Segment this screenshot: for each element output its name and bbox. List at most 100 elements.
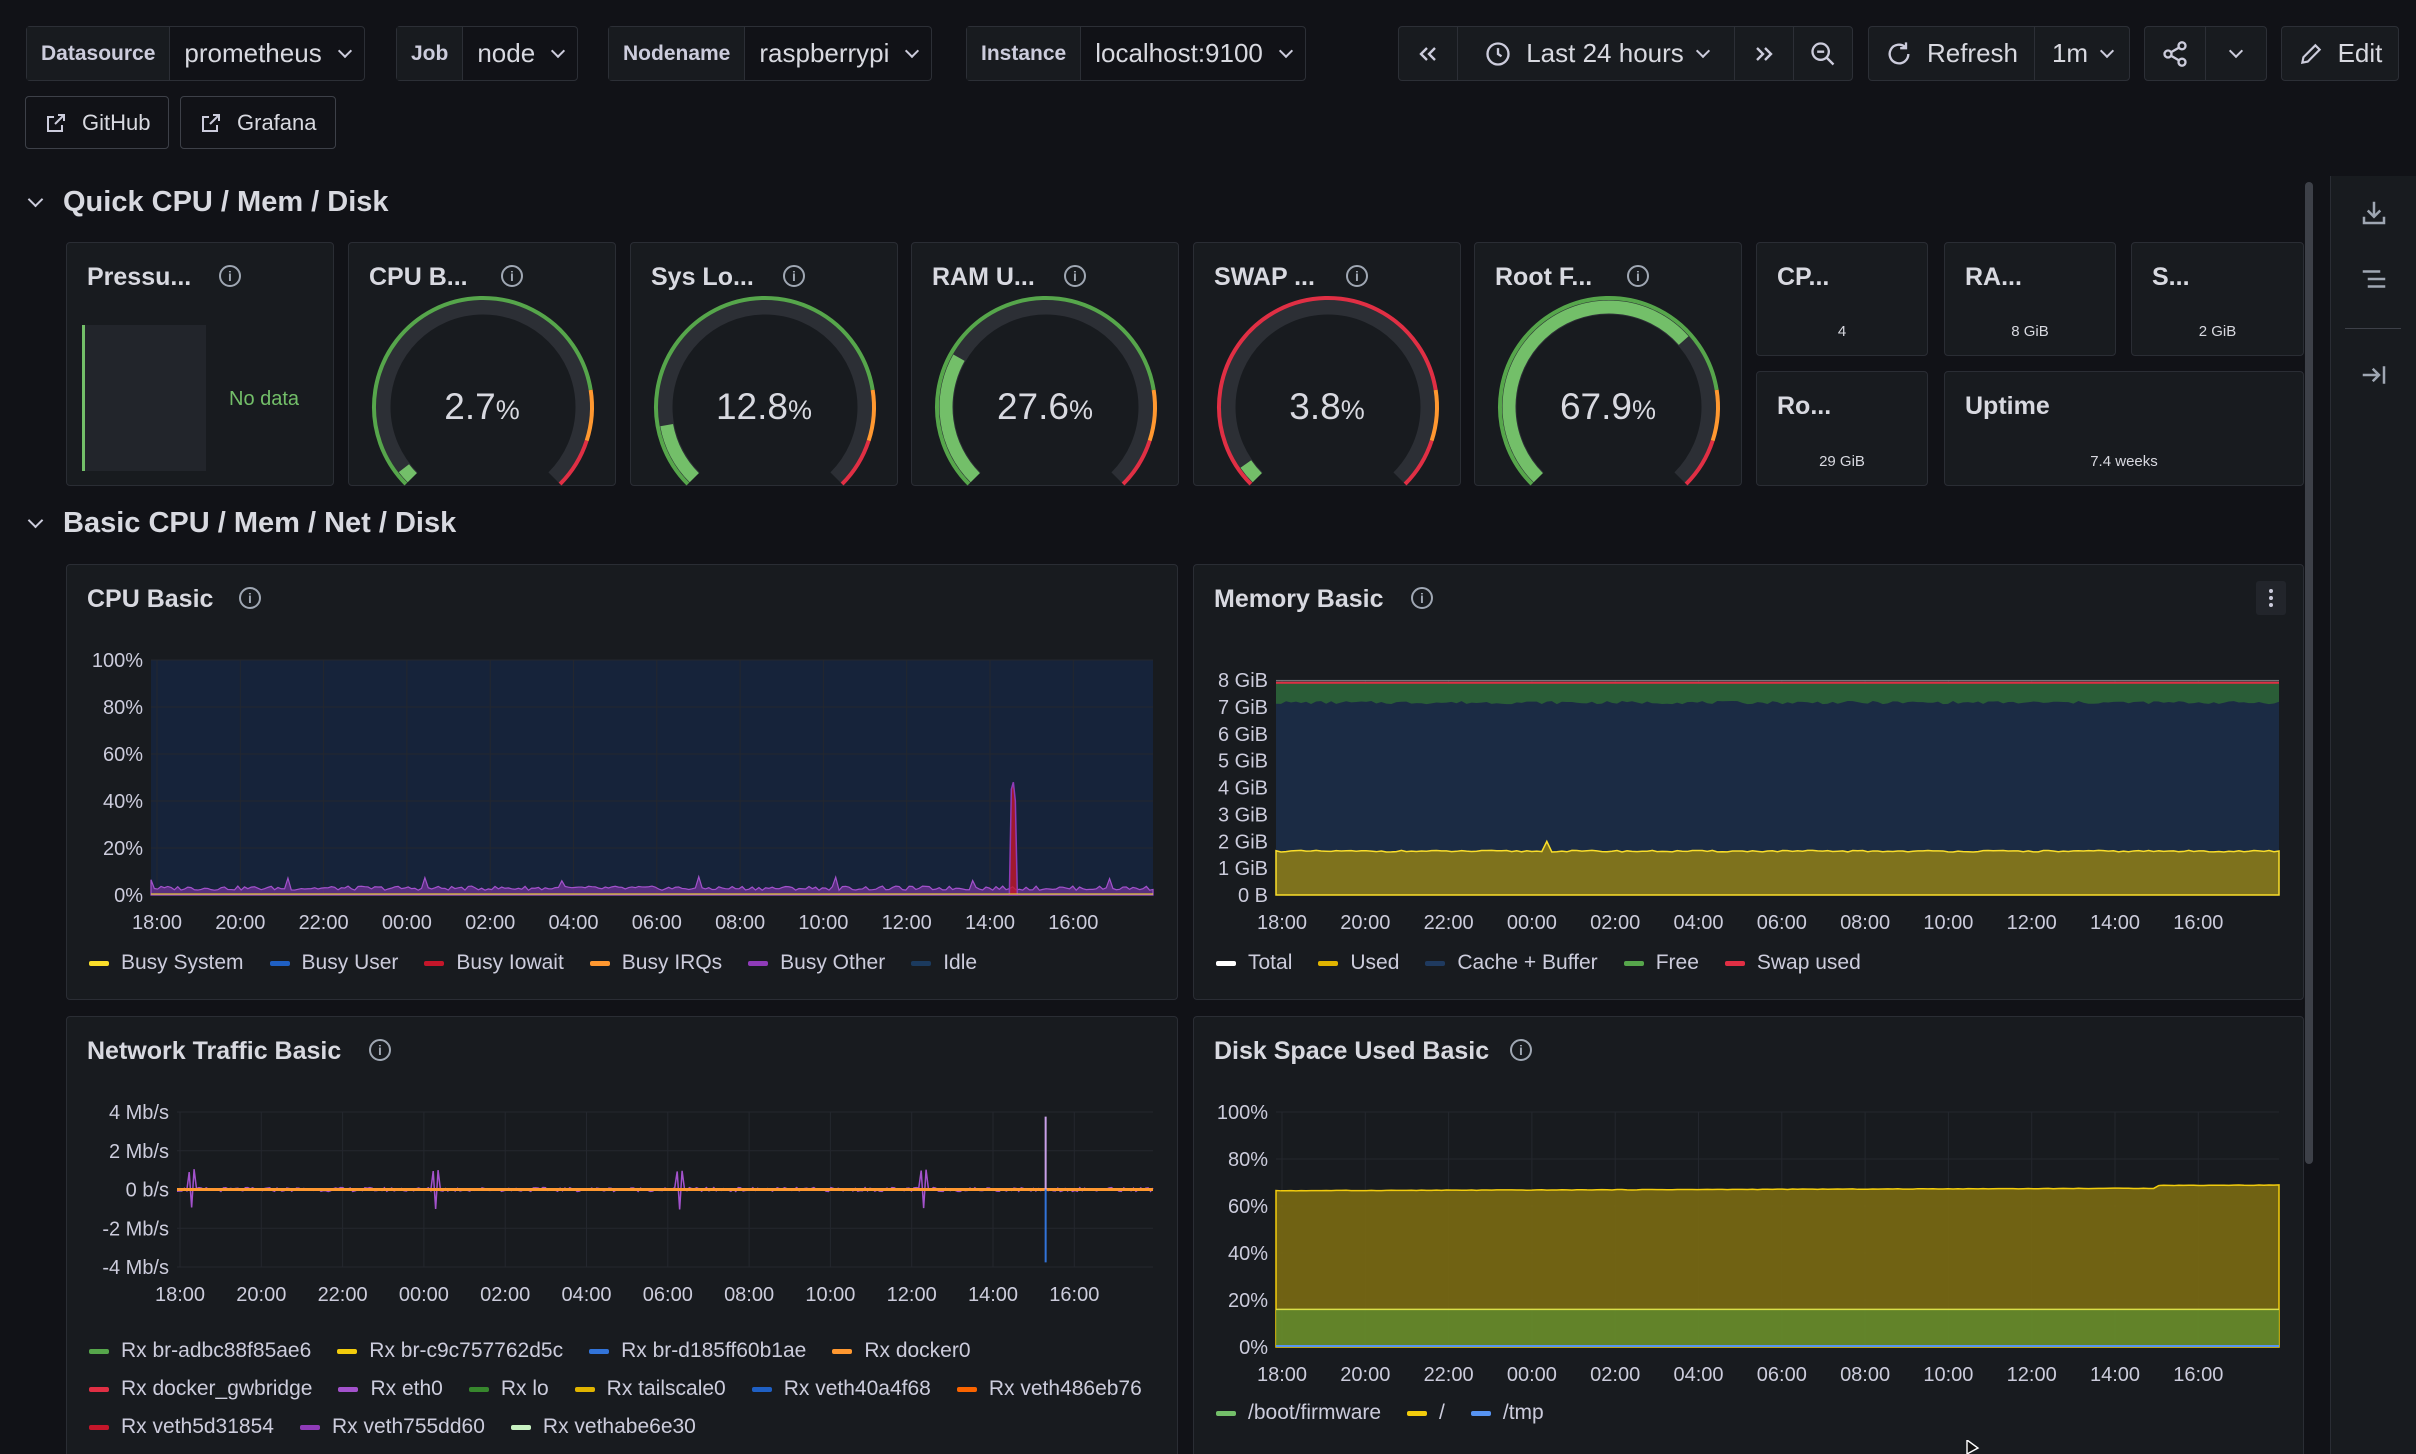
panel-title: SWAP ... <box>1214 263 1315 291</box>
chevron-down-icon <box>1695 43 1710 58</box>
info-icon: i <box>239 587 261 609</box>
panel-disk-basic[interactable]: Disk Space Used Basic i 0% 20% 40% 60% 80% 10… <box>1193 1016 2304 1454</box>
cpu-chart[interactable]: 0% 20% 40% 60% 80% 100% 18:00 20:00 22:00 00:00 02… <box>67 565 1179 945</box>
legend-item[interactable]: Rx tailscale0 <box>574 1377 726 1401</box>
legend-item[interactable]: Total <box>1216 951 1292 975</box>
panel-ram-total[interactable]: RA... 8 GiB <box>1944 242 2116 356</box>
legend-item[interactable]: Busy IRQs <box>589 951 722 975</box>
share-options-button[interactable] <box>2205 26 2267 81</box>
panel-network-basic[interactable]: Network Traffic Basic i -4 Mb/s -2 Mb/s 0 … <box>66 1016 1178 1454</box>
legend-item[interactable]: Cache + Buffer <box>1425 951 1598 975</box>
y-tick-label: 5 GiB <box>1218 751 1268 773</box>
x-tick-label: 16:00 <box>1049 1284 1099 1306</box>
panel-rootfs-total[interactable]: Ro... 29 GiB <box>1756 371 1928 486</box>
var-nodename[interactable]: Nodename raspberrypi <box>608 26 933 81</box>
legend-item[interactable]: Rx vethabe6e30 <box>510 1415 696 1439</box>
panel-title: RA... <box>1965 263 2022 291</box>
legend-item[interactable]: / <box>1407 1401 1445 1425</box>
legend-swatch <box>589 960 610 966</box>
dock-button[interactable] <box>2359 360 2389 395</box>
legend-item[interactable]: Busy System <box>89 951 244 975</box>
legend-swatch <box>468 1386 489 1392</box>
x-tick-label: 20:00 <box>215 912 265 934</box>
legend-item[interactable]: Rx br-adbc88f85ae6 <box>89 1339 311 1363</box>
panel-gauge[interactable]: CPU B... i 2.7% <box>348 242 616 486</box>
chevron-down-icon <box>27 512 44 529</box>
var-job[interactable]: Job node <box>396 26 579 81</box>
panel-cpu-basic[interactable]: CPU Basic i 0% 20% 40% 60% 80% 100% 18:00 20:00… <box>66 564 1178 1000</box>
legend-item[interactable]: Rx docker_gwbridge <box>89 1377 312 1401</box>
var-instance[interactable]: Instance localhost:9100 <box>966 26 1306 81</box>
var-label: Job <box>397 27 464 80</box>
legend-item[interactable]: Swap used <box>1724 951 1861 975</box>
zoom-out-button[interactable] <box>1793 26 1853 81</box>
memory-legend: Total Used Cache + Buffer Free Swap used <box>1216 951 2286 975</box>
legend-item[interactable]: Rx br-c9c757762d5c <box>337 1339 563 1363</box>
var-select[interactable]: node <box>463 27 577 80</box>
memory-chart[interactable]: 0 B 1 GiB 2 GiB 3 GiB 4 GiB 5 GiB 6 GiB 7 GiB 8 … <box>1194 565 2305 945</box>
legend-item[interactable]: /boot/firmware <box>1216 1401 1381 1425</box>
outline-button[interactable] <box>2359 264 2389 299</box>
x-tick-label: 02:00 <box>1590 1364 1640 1386</box>
x-tick-label: 14:00 <box>2090 1364 2140 1386</box>
legend-item[interactable]: Idle <box>911 951 977 975</box>
legend-item[interactable]: Free <box>1623 951 1699 975</box>
var-datasource[interactable]: Datasource prometheus <box>26 26 365 81</box>
disk-chart[interactable]: 0% 20% 40% 60% 80% 100% 18:00 20:00 22:00 00:00 02… <box>1194 1017 2305 1397</box>
panel-gauge[interactable]: Root F... i 67.9% <box>1474 242 1742 486</box>
var-select[interactable]: prometheus <box>170 27 363 80</box>
legend-item[interactable]: Rx docker0 <box>832 1339 971 1363</box>
legend-item[interactable]: Busy User <box>269 951 398 975</box>
legend-item[interactable]: Rx veth486eb76 <box>956 1377 1142 1401</box>
link-github[interactable]: GitHub <box>25 96 170 149</box>
pressure-bar <box>82 325 206 471</box>
x-tick-label: 14:00 <box>968 1284 1018 1306</box>
var-select[interactable]: raspberrypi <box>745 27 931 80</box>
legend-item[interactable]: Rx lo <box>468 1377 549 1401</box>
menu-dot <box>2269 603 2273 607</box>
legend-swatch <box>748 960 769 966</box>
legend-item[interactable]: Rx veth40a4f68 <box>751 1377 931 1401</box>
legend-swatch <box>1623 960 1644 966</box>
y-tick-label: 3 GiB <box>1218 804 1268 826</box>
legend-item[interactable]: Busy Other <box>748 951 885 975</box>
legend-item[interactable]: /tmp <box>1470 1401 1544 1425</box>
legend-item[interactable]: Rx br-d185ff60b1ae <box>589 1339 806 1363</box>
legend-item[interactable]: Rx eth0 <box>338 1377 443 1401</box>
share-button[interactable] <box>2144 26 2206 81</box>
panel-memory-basic[interactable]: Memory Basic i 0 B 1 GiB 2 GiB 3 GiB 4 GiB 5 … <box>1193 564 2304 1000</box>
panel-uptime[interactable]: Uptime 7.4 weeks <box>1944 371 2304 486</box>
legend-label: Rx veth40a4f68 <box>783 1377 931 1400</box>
legend-item[interactable]: Used <box>1318 951 1399 975</box>
y-tick-label: 60% <box>1228 1196 1268 1218</box>
add-button[interactable] <box>2359 198 2389 233</box>
info-icon: i <box>501 265 523 287</box>
edit-button[interactable]: Edit <box>2281 26 2399 81</box>
stat-value: 29 GiB <box>1819 453 1865 470</box>
row-basic-header[interactable]: Basic CPU / Mem / Net / Disk <box>27 507 456 540</box>
arrow-to-right-icon <box>2362 366 2386 384</box>
scrollbar-thumb[interactable] <box>2305 182 2313 1164</box>
panel-gauge[interactable]: Sys Lo... i 12.8% <box>630 242 898 486</box>
time-shift-back-button[interactable] <box>1398 26 1458 81</box>
panel-pressure[interactable]: Pressu... i No data <box>66 242 334 486</box>
legend-label: Rx vethabe6e30 <box>542 1415 696 1438</box>
x-tick-label: 12:00 <box>882 912 932 934</box>
network-chart[interactable]: -4 Mb/s -2 Mb/s 0 b/s 2 Mb/s 4 Mb/s 18:00 20:0… <box>67 1017 1179 1347</box>
panel-menu-button[interactable] <box>2256 581 2286 615</box>
refresh-button[interactable]: Refresh <box>1868 26 2035 81</box>
chevron-down-icon <box>1278 43 1293 58</box>
panel-gauge[interactable]: RAM U... i 27.6% <box>911 242 1179 486</box>
legend-item[interactable]: Rx veth755dd60 <box>299 1415 485 1439</box>
time-shift-forward-button[interactable] <box>1734 26 1794 81</box>
panel-cpu-cores[interactable]: CP... 4 <box>1756 242 1928 356</box>
link-grafana[interactable]: Grafana <box>180 96 336 149</box>
panel-gauge[interactable]: SWAP ... i 3.8% <box>1193 242 1461 486</box>
legend-item[interactable]: Busy Iowait <box>424 951 564 975</box>
legend-item[interactable]: Rx veth5d31854 <box>89 1415 274 1439</box>
panel-swap-total[interactable]: S... 2 GiB <box>2131 242 2304 356</box>
row-quick-header[interactable]: Quick CPU / Mem / Disk <box>27 186 389 219</box>
refresh-interval-picker[interactable]: 1m <box>2034 26 2130 81</box>
var-select[interactable]: localhost:9100 <box>1081 27 1305 80</box>
time-picker[interactable]: Last 24 hours <box>1457 26 1735 81</box>
